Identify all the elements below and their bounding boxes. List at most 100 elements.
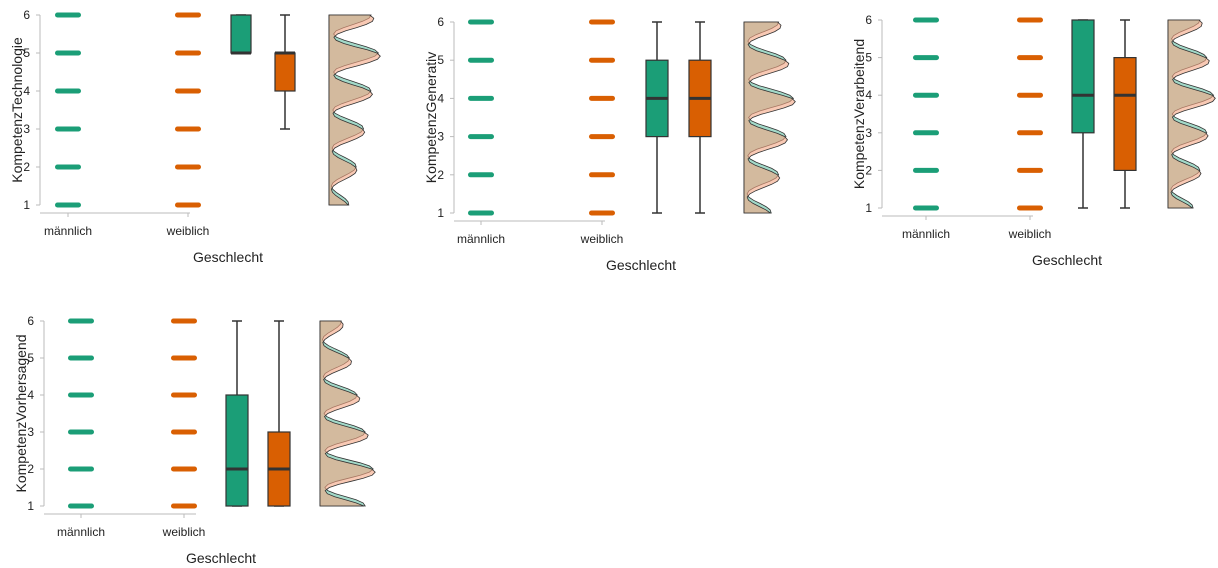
density-cloud-weiblich [319, 320, 376, 507]
y-tick-label: 4 [27, 388, 34, 402]
y-axis-title: KompetenzVorhersagend [13, 335, 29, 493]
chart-panel-3: 1 2 3 4 5 6 KompetenzVerarbeitend männlich weibl… [851, 13, 1216, 268]
chart-panel-2: 1 2 3 4 5 6 KompetenzGenerativ männlich weiblich… [423, 15, 796, 273]
data-point-maennlich [55, 202, 81, 208]
chart-panel-1: 1 2 3 4 5 6 KompetenzTechnologie männlich weibli… [9, 8, 381, 265]
x-tick-label-maennlich: männlich [57, 525, 105, 539]
data-point-weiblich [1017, 17, 1043, 23]
data-point-weiblich [589, 134, 615, 140]
data-point-maennlich [913, 167, 939, 173]
density-cloud-weiblich [743, 21, 796, 214]
x-axis-title: Geschlecht [193, 249, 263, 265]
y-tick-label: 4 [865, 88, 872, 102]
y-tick-label: 5 [437, 53, 444, 67]
x-axis-title: Geschlecht [186, 550, 256, 566]
y-tick-label: 1 [23, 198, 30, 212]
x-axis-title: Geschlecht [1032, 252, 1102, 268]
y-tick-label: 1 [865, 201, 872, 215]
data-point-maennlich [55, 12, 81, 18]
y-tick-label: 2 [23, 160, 30, 174]
y-tick-label: 2 [865, 163, 872, 177]
x-tick-label-maennlich: männlich [457, 232, 505, 246]
data-point-maennlich [468, 57, 494, 63]
box-weiblich [274, 52, 296, 92]
y-tick-label: 3 [865, 126, 872, 140]
data-point-weiblich [589, 210, 615, 216]
data-point-maennlich [913, 55, 939, 61]
y-axis-title: KompetenzTechnologie [9, 37, 25, 183]
data-point-maennlich [68, 429, 94, 435]
y-tick-label: 3 [23, 122, 30, 136]
data-point-maennlich [913, 17, 939, 23]
box-weiblich [1113, 56, 1137, 172]
x-tick-label-weiblich: weiblich [166, 224, 210, 238]
x-tick-label-maennlich: männlich [44, 224, 92, 238]
data-point-weiblich [589, 95, 615, 101]
x-tick-label-maennlich: männlich [902, 227, 950, 241]
data-point-maennlich [68, 355, 94, 361]
y-tick-label: 4 [23, 84, 30, 98]
y-tick-label: 3 [437, 130, 444, 144]
data-point-weiblich [171, 503, 197, 509]
data-point-maennlich [68, 466, 94, 472]
data-point-maennlich [55, 50, 81, 56]
data-point-maennlich [913, 92, 939, 98]
data-point-weiblich [171, 429, 197, 435]
y-tick-label: 3 [27, 425, 34, 439]
data-point-maennlich [55, 164, 81, 170]
x-tick-label-weiblich: weiblich [1008, 227, 1052, 241]
data-point-maennlich [55, 126, 81, 132]
y-axis-title: KompetenzGenerativ [423, 52, 439, 184]
y-tick-label: 5 [865, 51, 872, 65]
y-tick-label: 6 [23, 8, 30, 22]
x-tick-label-weiblich: weiblich [580, 232, 624, 246]
data-point-weiblich [589, 19, 615, 25]
y-tick-label: 1 [437, 206, 444, 220]
data-point-maennlich [468, 19, 494, 25]
data-point-maennlich [68, 503, 94, 509]
data-point-weiblich [1017, 55, 1043, 61]
data-point-weiblich [175, 164, 201, 170]
data-point-weiblich [175, 50, 201, 56]
y-tick-label: 1 [27, 499, 34, 513]
data-point-weiblich [1017, 167, 1043, 173]
data-point-weiblich [175, 202, 201, 208]
data-point-weiblich [171, 355, 197, 361]
data-point-weiblich [175, 126, 201, 132]
x-tick-label-weiblich: weiblich [162, 525, 206, 539]
data-point-maennlich [68, 318, 94, 324]
data-point-weiblich [1017, 92, 1043, 98]
data-point-weiblich [171, 392, 197, 398]
y-tick-label: 4 [437, 91, 444, 105]
y-tick-label: 6 [865, 13, 872, 27]
data-point-maennlich [913, 130, 939, 136]
data-point-weiblich [1017, 205, 1043, 211]
density-cloud-weiblich [1167, 19, 1216, 209]
data-point-weiblich [175, 12, 201, 18]
y-tick-label: 5 [27, 351, 34, 365]
data-point-weiblich [171, 318, 197, 324]
x-axis-title: Geschlecht [606, 257, 676, 273]
data-point-weiblich [589, 172, 615, 178]
data-point-maennlich [468, 210, 494, 216]
y-tick-label: 6 [437, 15, 444, 29]
y-tick-label: 2 [27, 462, 34, 476]
data-point-weiblich [1017, 130, 1043, 136]
y-tick-label: 6 [27, 314, 34, 328]
data-point-maennlich [913, 205, 939, 211]
data-point-maennlich [55, 88, 81, 94]
data-point-weiblich [589, 57, 615, 63]
box-maennlich [225, 394, 249, 507]
data-point-maennlich [468, 134, 494, 140]
box-maennlich [230, 14, 252, 54]
chart-panel-4: 1 2 3 4 5 6 KompetenzVorhersagend männlich weibl… [13, 314, 376, 566]
data-point-weiblich [171, 466, 197, 472]
data-point-maennlich [68, 392, 94, 398]
density-cloud-weiblich [328, 14, 381, 206]
y-axis-title: KompetenzVerarbeitend [851, 39, 867, 189]
data-point-maennlich [468, 95, 494, 101]
data-point-maennlich [468, 172, 494, 178]
box-maennlich [1071, 19, 1095, 134]
y-tick-label: 5 [23, 46, 30, 60]
